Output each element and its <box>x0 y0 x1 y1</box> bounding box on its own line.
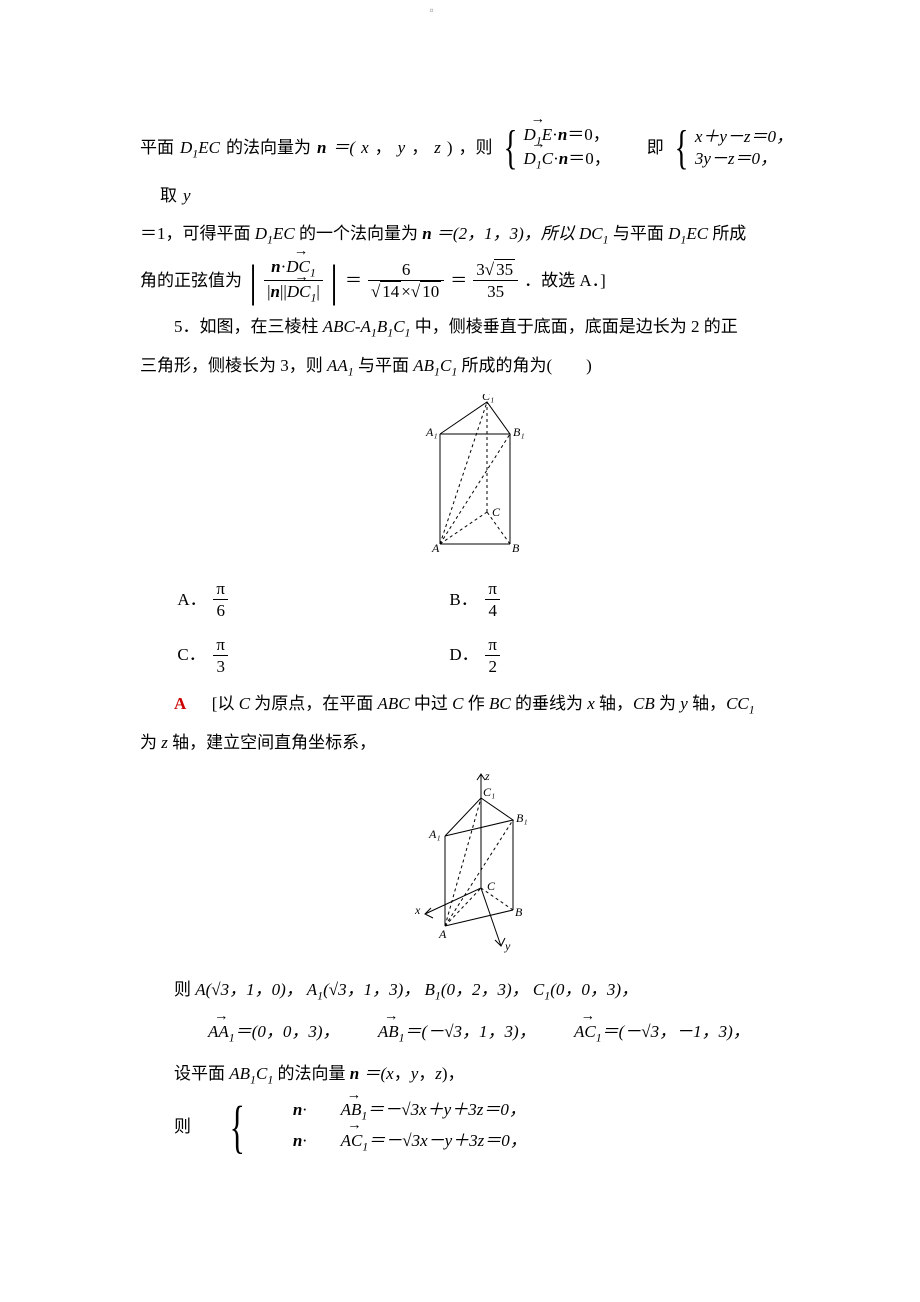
para3: 角的正弦值为 | n·DC1 |n||DC1| | ＝ 6 √14×√10 ＝ … <box>140 256 810 306</box>
vec-aa1: AA1 <box>174 1012 235 1053</box>
svg-text:A: A <box>431 541 440 554</box>
svg-text:z: z <box>484 770 490 783</box>
solution-line1: A [以 C 为原点，在平面 ABC 中过 C 作 BC 的垂线为 x 轴，CB… <box>140 687 810 722</box>
frac-3s35-35: 3√35 35 <box>473 259 518 303</box>
text: 平面 <box>140 131 174 165</box>
frac-6-over-sqrt: 6 √14×√10 <box>368 259 444 303</box>
page-content: 平面 D1EC 的法向量为 n ＝(x， y， z) ，则 { D1E·n＝0，… <box>0 0 920 1261</box>
answer-label: A <box>174 694 186 713</box>
vectors-line: AA1＝(0，0，3)， AB1＝(－√3，1，3)， AC1＝(－√3，－1，… <box>140 1012 810 1053</box>
option-b: B． π4 <box>449 578 721 622</box>
abs-bar-icon: | <box>331 258 337 304</box>
bullet-icon: ▫ <box>429 0 433 22</box>
abs-bar-icon: | <box>250 258 256 304</box>
options: A． π6 B． π4 C． π3 ▫ D． π2 <box>177 572 810 683</box>
system2: x＋y－z＝0， 3y－z＝0， <box>695 126 793 172</box>
svg-text:C₁: C₁ <box>482 394 494 403</box>
svg-text:y: y <box>504 939 511 953</box>
figure-1: A B C A₁ B₁ C₁ <box>140 394 810 566</box>
svg-text:A: A <box>438 927 447 941</box>
vector-n: n <box>317 131 326 165</box>
tail: 取 <box>160 179 177 213</box>
left-brace-icon: { <box>503 124 517 172</box>
solution-line2: 为 z 轴，建立空间直角坐标系， <box>140 726 810 760</box>
left-brace-icon: { <box>674 124 688 172</box>
vec-ac1: AC1 <box>540 1012 602 1053</box>
svg-text:B: B <box>515 905 523 919</box>
system-equations: 则 { n·AB1＝－√3x＋y＋3z＝0， n·AC1＝－√3x－y＋3z＝0… <box>140 1096 810 1157</box>
para2: ＝1，可得平面 D1EC 的一个法向量为 n ＝(2，1，3)，所以 DC1 与… <box>140 217 810 252</box>
svg-text:A₁: A₁ <box>428 827 441 841</box>
para1: 平面 D1EC 的法向量为 n ＝(x， y， z) ，则 { D1E·n＝0，… <box>140 124 810 213</box>
text: 的法向量为 <box>226 131 311 165</box>
left-brace-icon: { <box>211 1098 245 1156</box>
svg-text:B₁: B₁ <box>513 425 525 439</box>
svg-text:A₁: A₁ <box>425 425 438 439</box>
then: ，则 <box>459 131 493 165</box>
frac-n-dc1: n·DC1 |n||DC1| <box>264 256 323 306</box>
option-c: C． π3 <box>177 634 449 678</box>
figure-2: z x y A B C A₁ B₁ <box>140 770 810 967</box>
ji: 即 <box>647 131 664 165</box>
plane-d1ec: D1EC <box>180 131 220 166</box>
vec-ab1: AB1 <box>344 1012 405 1053</box>
svg-text:B: B <box>512 541 520 554</box>
option-a: A． π6 <box>177 578 449 622</box>
svg-text:C: C <box>492 505 501 519</box>
system1: D1E·n＝0， D1C·n＝0， <box>524 124 611 173</box>
svg-text:C: C <box>487 879 496 893</box>
option-d: ▫ D． π2 <box>449 634 721 678</box>
q5-line2: 三角形，侧棱长为 3，则 AA1 与平面 AB1C1 所成的角为( ) <box>140 349 810 384</box>
eq-open: ＝( <box>332 131 355 165</box>
svg-text:x: x <box>414 903 421 917</box>
q5-line1: 5．如图，在三棱柱 ABC-A1B1C1 中，侧棱垂直于底面，底面是边长为 2 … <box>140 310 810 345</box>
coords-line: 则 A(√3，1，0)， A1(√3，1，3)， B1(0，2，3)， C1(0… <box>140 973 810 1008</box>
normal-line: 设平面 AB1C1 的法向量 n ＝(x，y，z)， <box>140 1057 810 1092</box>
svg-text:C₁: C₁ <box>483 785 495 799</box>
svg-text:B₁: B₁ <box>516 811 528 825</box>
vec-d1c: D1C <box>524 148 554 172</box>
